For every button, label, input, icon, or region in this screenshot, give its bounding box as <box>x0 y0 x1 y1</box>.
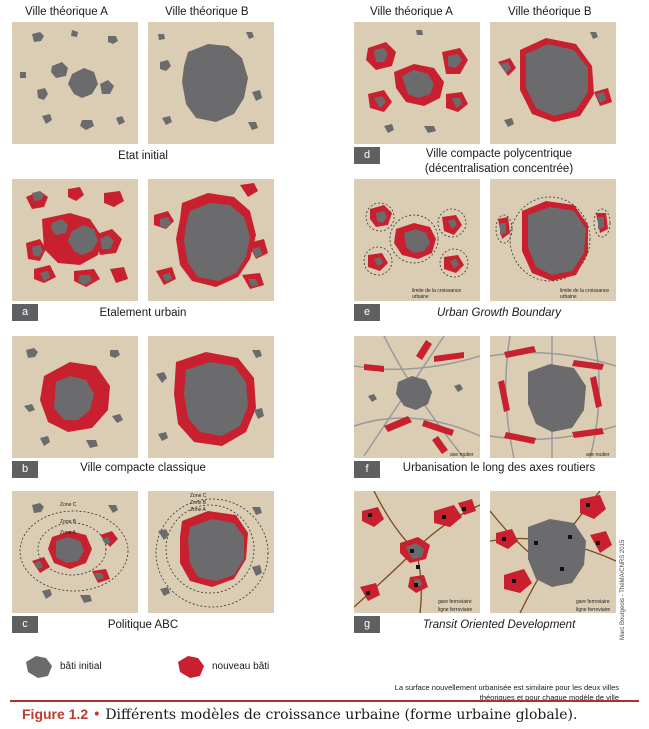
caption-a: Etalement urbain <box>99 307 187 319</box>
zone-a-label: Zone A <box>60 530 76 536</box>
map-b-city-b <box>148 336 274 458</box>
header-city-a-right: Ville théorique A <box>370 6 453 18</box>
legend-f-a: axe routier <box>450 452 474 458</box>
figure-label: Figure 1.2 <box>22 706 89 722</box>
map-c-city-b <box>148 491 274 613</box>
caption-initial: Etat initial <box>118 150 168 162</box>
panel-tag-d: d <box>354 147 380 164</box>
panel-tag-b: b <box>12 461 38 478</box>
map-e-city-b <box>490 179 616 301</box>
map-g-city-a <box>354 491 480 613</box>
zone-c-label: Zone C <box>60 502 77 508</box>
caption-c: Politique ABC <box>107 619 179 631</box>
figure-bullet: • <box>92 707 101 723</box>
map-d-city-a <box>354 22 480 144</box>
legend-initial-label: bâti initial <box>60 661 102 672</box>
map-g-city-b <box>490 491 616 613</box>
panel-tag-a: a <box>12 304 38 321</box>
map-f-city-a <box>354 336 480 458</box>
note: La surface nouvellement urbanisée est si… <box>394 683 619 702</box>
zone-b-label: Zone B <box>60 519 77 525</box>
caption-b: Ville compacte classique <box>80 462 206 474</box>
legend-g-a-station: gare ferroviaire <box>438 599 472 605</box>
map-a-city-a <box>12 179 138 301</box>
legend-g-b-station: gare ferroviaire <box>576 599 610 605</box>
map-a-city-b <box>148 179 274 301</box>
zone-a-label-b: Zone A <box>190 507 206 513</box>
legend-e-b: limite de la croissance urbaine <box>560 288 610 300</box>
zone-c-label-b: Zone C <box>190 493 207 499</box>
panel-tag-g: g <box>354 616 380 633</box>
legend-new-label: nouveau bâti <box>212 661 270 672</box>
legend-e-a: limite de la croissance urbaine <box>412 288 462 300</box>
map-initial-b <box>148 22 274 144</box>
header-city-b-left: Ville théorique B <box>165 6 249 18</box>
divider <box>10 700 639 702</box>
legend-new-icon <box>176 654 206 678</box>
map-c-city-a <box>12 491 138 613</box>
header-city-a-left: Ville théorique A <box>25 6 108 18</box>
legend-initial-icon <box>24 654 54 678</box>
header-city-b-right: Ville théorique B <box>508 6 592 18</box>
map-f-city-b <box>490 336 616 458</box>
panel-tag-c: c <box>12 616 38 633</box>
caption-f: Urbanisation le long des axes routiers <box>402 462 596 474</box>
legend-g-a-rail: ligne ferroviaire <box>438 607 473 613</box>
caption-e: Urban Growth Boundary <box>436 307 561 319</box>
figure-text: Différents modèles de croissance urbaine… <box>105 707 578 723</box>
zone-b-label-b: Zone B <box>190 500 207 506</box>
legend-f-b: axe routier <box>586 452 610 458</box>
figure-caption: Figure 1.2 • Différents modèles de crois… <box>22 706 577 723</box>
map-b-city-a <box>12 336 138 458</box>
panel-tag-f: f <box>354 461 380 478</box>
map-initial-a <box>12 22 138 144</box>
legend-g-b-rail: ligne ferroviaire <box>576 607 611 613</box>
caption-d-line1: Ville compacte polycentrique <box>425 148 573 160</box>
caption-g: Transit Oriented Development <box>422 619 576 631</box>
caption-d-line2: (décentralisation concentrée) <box>424 163 574 175</box>
credit: Marc Bourgeois - ThéMA/CNRS 2015 <box>620 539 626 640</box>
map-d-city-b <box>490 22 616 144</box>
map-e-city-a <box>354 179 480 301</box>
panel-tag-e: e <box>354 304 380 321</box>
